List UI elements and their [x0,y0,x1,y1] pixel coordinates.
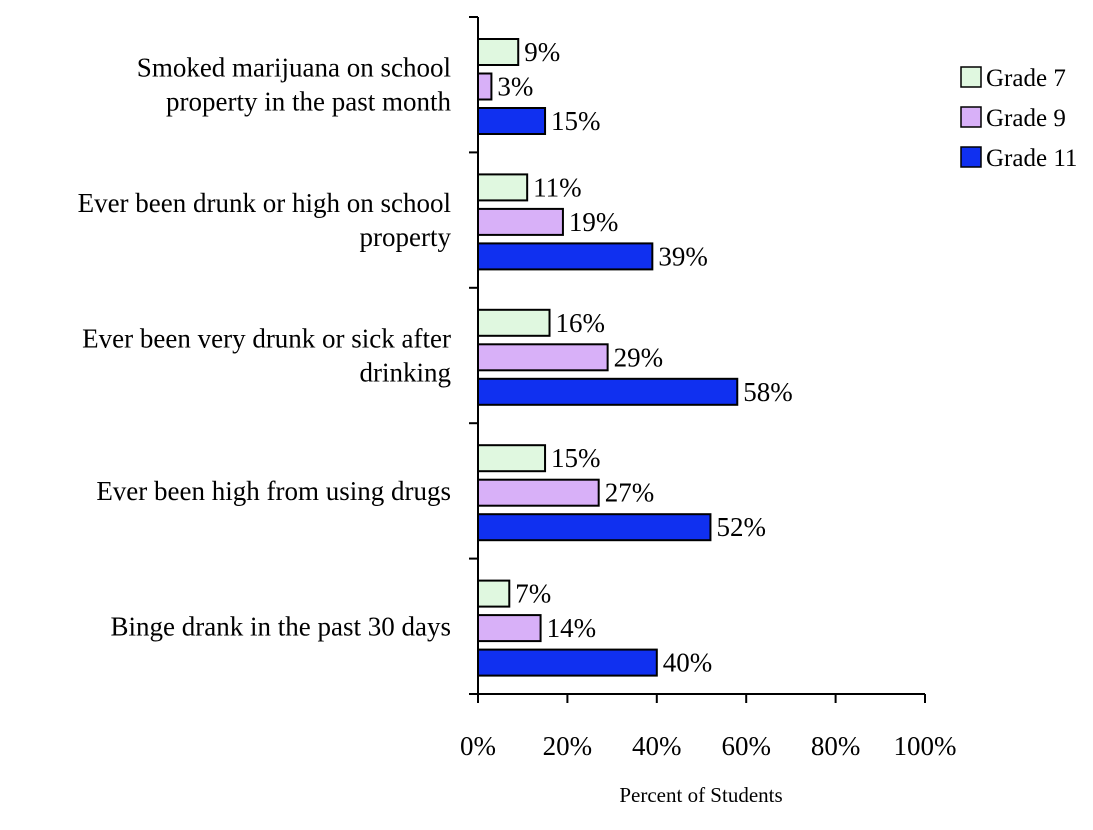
data-label: 19% [569,207,619,237]
data-label: 15% [551,106,601,136]
data-label: 29% [614,342,664,372]
bar [477,173,529,202]
x-tick-label: 0% [460,731,496,761]
category-group: Binge drank in the past 30 days 7% 14% 40% [111,579,713,678]
x-tick-label: 100% [894,731,957,761]
data-label: 3% [497,72,533,102]
bar [477,72,493,101]
category-label: property [360,222,452,252]
bar [477,377,739,406]
x-tick-label: 20% [543,731,593,761]
bar [477,207,564,236]
category-label: drinking [360,358,452,388]
category-label: Ever been very drunk or sick after [82,324,451,354]
x-axis-title: Percent of Students [619,783,782,807]
plot-area: 0% 20% 40% 60% 80% 100% Smoked marijuana on sc… [78,16,957,761]
legend-item: Grade 7 [960,65,1066,92]
legend-swatch [960,106,982,128]
data-label: 9% [524,37,560,67]
legend-swatch [960,146,982,168]
bar [477,38,520,66]
legend-label: Grade 7 [986,65,1066,92]
category-label: property in the past month [166,87,451,117]
data-label: 16% [556,308,606,338]
category-label: Binge drank in the past 30 days [111,611,451,641]
data-label: 39% [658,241,708,271]
legend-item: Grade 11 [960,145,1077,172]
bar [477,513,712,542]
data-label: 40% [663,648,713,678]
x-tick-label: 40% [632,731,682,761]
legend-swatch [960,66,982,88]
x-tick-label: 80% [811,731,861,761]
data-label: 27% [605,478,655,508]
bar [477,444,547,473]
chart-legend: Grade 7 Grade 9 Grade 11 [960,65,1077,172]
data-label: 58% [743,377,793,407]
bar [477,614,542,643]
category-group: Ever been high from using drugs 15%27% 52% [96,443,766,542]
category-label: Ever been drunk or high on school [78,188,451,218]
bar [477,648,658,677]
bar [477,242,654,271]
category-group: Smoked marijuana on school property in th… [137,37,601,136]
legend-item: Grade 9 [960,105,1066,132]
category-group: Ever been drunk or high on school propert… [78,172,708,271]
bar [477,308,551,337]
bar [477,579,511,608]
bar [477,478,600,507]
category-label: Smoked marijuana on school [137,53,451,83]
legend-label: Grade 11 [986,145,1077,172]
x-tick-label: 60% [721,731,771,761]
data-label: 52% [716,512,766,542]
category-group: Ever been very drunk or sick after drinki… [82,308,793,407]
bar [477,343,609,372]
category-label: Ever been high from using drugs [96,476,451,506]
data-label: 14% [547,613,597,643]
data-label: 15% [551,443,601,473]
data-label: 7% [515,579,551,609]
legend-label: Grade 9 [986,105,1066,132]
bar [477,107,547,135]
data-label: 11% [533,172,582,202]
